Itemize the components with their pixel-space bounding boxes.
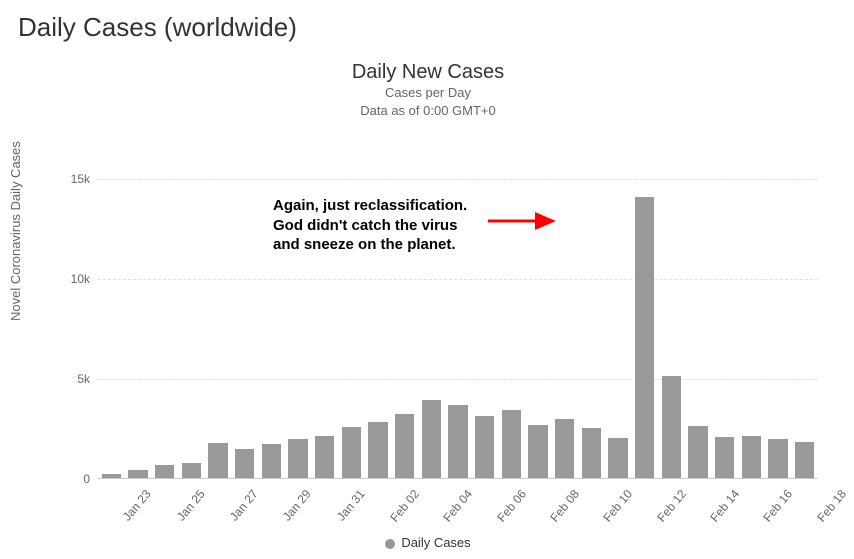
bar	[288, 439, 307, 479]
legend-label: Daily Cases	[401, 535, 470, 550]
x-tick-label: Feb 08	[547, 487, 582, 525]
x-tick-label: Feb 06	[494, 487, 529, 525]
legend-marker	[385, 539, 395, 549]
bar	[182, 463, 201, 479]
x-tick-label: Feb 16	[761, 487, 796, 525]
x-tick-label: Jan 23	[120, 487, 154, 524]
chart-subtitle-2: Data as of 0:00 GMT+0	[18, 102, 838, 120]
bar	[155, 465, 174, 479]
bar	[582, 428, 601, 479]
bar	[608, 438, 627, 479]
bar	[528, 425, 547, 479]
bar	[742, 436, 761, 479]
x-tick-label: Jan 25	[174, 487, 208, 524]
x-tick-label: Feb 14	[707, 487, 742, 525]
bar	[688, 426, 707, 479]
bar	[795, 442, 814, 479]
bar	[315, 436, 334, 479]
bar	[502, 410, 521, 479]
x-tick-label: Jan 27	[227, 487, 261, 524]
bar	[635, 197, 654, 479]
bar	[555, 419, 574, 479]
bar	[262, 444, 281, 479]
page-title: Daily Cases (worldwide)	[18, 12, 836, 43]
x-tick-label: Feb 12	[654, 487, 689, 525]
x-tick-label: Feb 04	[441, 487, 476, 525]
y-tick-label: 15k	[71, 172, 90, 186]
annotation-line-3: and sneeze on the planet.	[273, 235, 467, 255]
x-tick-label: Feb 10	[601, 487, 636, 525]
bar	[422, 400, 441, 479]
bar	[368, 422, 387, 479]
bar	[208, 443, 227, 479]
x-tick-label: Jan 31	[334, 487, 368, 524]
bar	[395, 414, 414, 479]
annotation-text: Again, just reclassification. God didn't…	[273, 196, 467, 255]
y-tick-label: 5k	[77, 372, 90, 386]
bar	[342, 427, 361, 479]
x-tick-label: Feb 02	[387, 487, 422, 525]
bar	[768, 439, 787, 479]
y-axis-title: Novel Coronavirus Daily Cases	[8, 141, 23, 321]
annotation-line-2: God didn't catch the virus	[273, 216, 467, 236]
bar	[235, 449, 254, 479]
legend: Daily Cases	[18, 535, 838, 550]
x-axis-line	[98, 478, 818, 479]
bar	[715, 437, 734, 479]
chart-title: Daily New Cases	[18, 61, 838, 84]
y-tick-label: 0	[83, 472, 90, 486]
daily-cases-chart: Daily New Cases Cases per Day Data as of…	[18, 61, 838, 559]
y-tick-label: 10k	[71, 272, 90, 286]
bar	[662, 376, 681, 479]
bar	[448, 405, 467, 479]
x-axis-labels: Jan 23 Jan 25 Jan 27 Jan 29 Jan 31 Feb 02 Feb …	[98, 481, 818, 541]
x-tick-label: Jan 29	[280, 487, 314, 524]
annotation-line-1: Again, just reclassification.	[273, 196, 467, 216]
chart-subtitle-1: Cases per Day	[18, 84, 838, 102]
bar	[475, 416, 494, 479]
x-tick-label: Feb 18	[814, 487, 849, 525]
